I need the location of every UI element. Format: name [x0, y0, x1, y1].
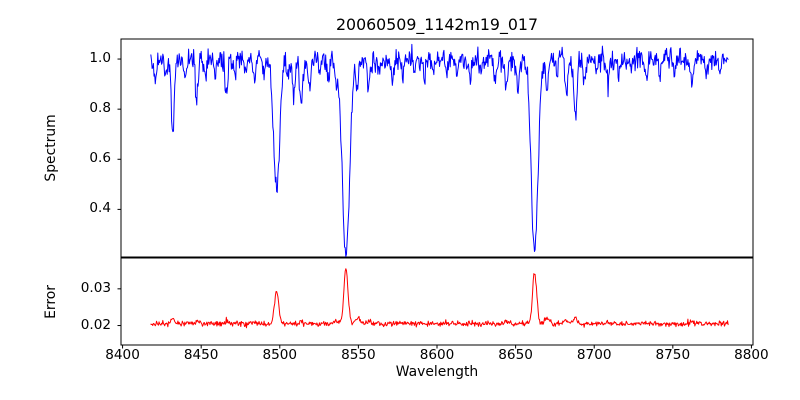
x-tick-label: 8600 [419, 347, 455, 363]
x-tick-label: 8450 [183, 347, 219, 363]
y-tick-label-spectrum: 0.4 [89, 200, 111, 217]
x-tick-label: 8500 [262, 347, 298, 363]
x-tick-label: 8800 [734, 347, 769, 363]
error-panel-frame [120, 257, 754, 346]
spectrum-data-line [150, 43, 729, 257]
error-data-line [150, 268, 729, 329]
y-tick-label-spectrum: 0.6 [89, 150, 111, 167]
y-tick-label-error: 0.03 [80, 279, 111, 296]
y-tick-label-spectrum: 0.8 [89, 100, 111, 117]
x-tick-label: 8550 [341, 347, 376, 363]
y-tick-label-error: 0.02 [80, 316, 111, 333]
x-axis-label: Wavelength [395, 364, 479, 380]
x-tick-label: 8750 [655, 347, 691, 363]
x-tick-label: 8400 [105, 347, 140, 363]
y-tick-label-spectrum: 1.0 [89, 50, 111, 67]
spectrum-panel-frame [120, 38, 754, 258]
page-title: 20060509_1142m19_017 [335, 15, 539, 34]
tick-mark-layer [117, 58, 752, 349]
x-tick-label: 8650 [498, 347, 533, 363]
x-tick-label: 8700 [576, 347, 612, 363]
